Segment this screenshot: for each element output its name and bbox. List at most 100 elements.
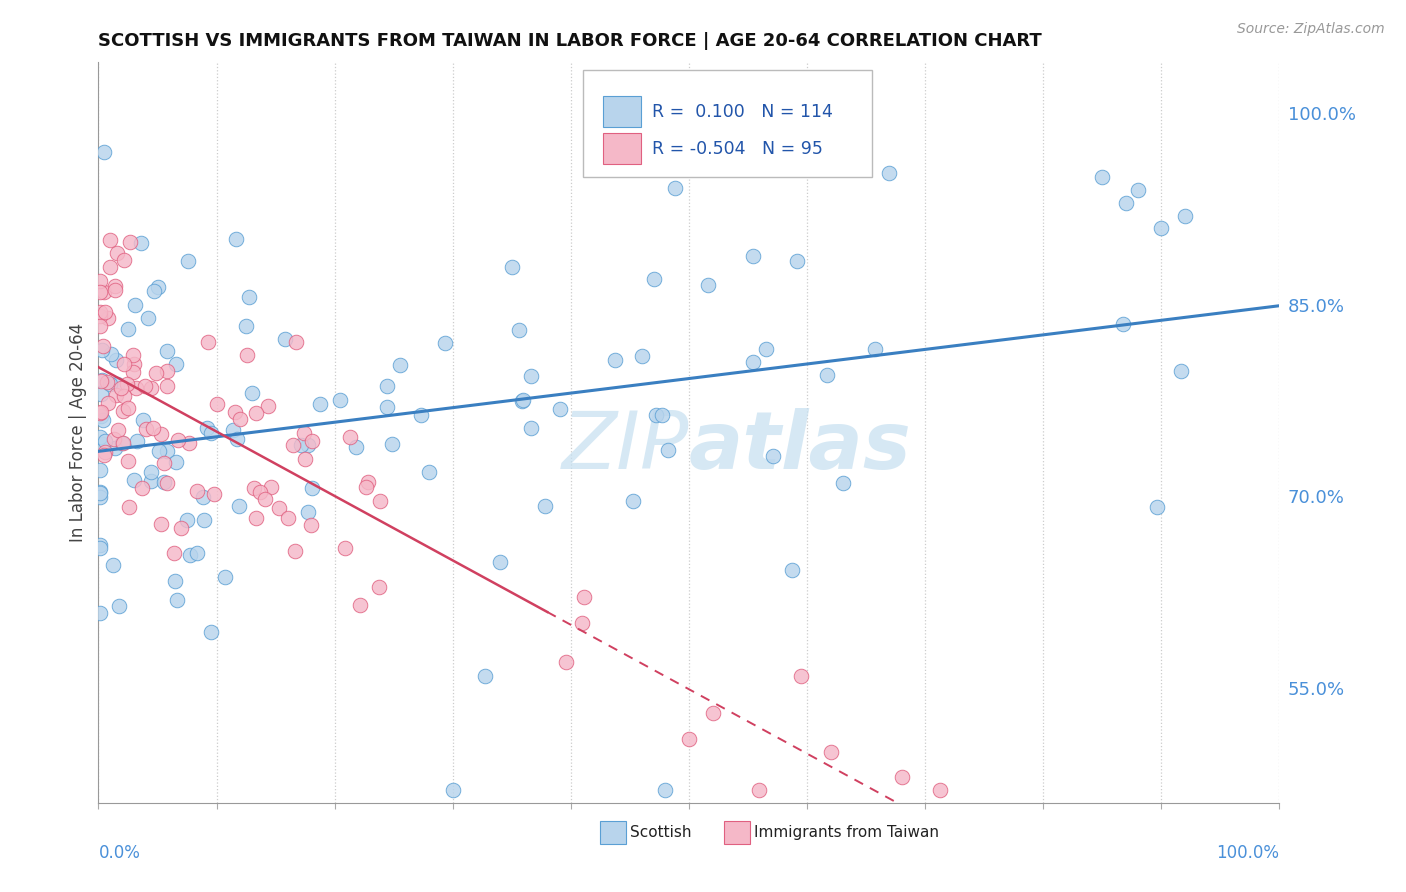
Point — [664, 180, 686, 194]
Point — [165, 357, 187, 371]
Point — [228, 499, 250, 513]
Point — [143, 284, 166, 298]
Point — [105, 245, 128, 260]
Point — [104, 441, 127, 455]
Point — [135, 422, 157, 436]
Point — [156, 475, 179, 490]
Point — [166, 592, 188, 607]
Point — [179, 549, 201, 563]
Y-axis label: In Labor Force | Age 20-64: In Labor Force | Age 20-64 — [69, 323, 87, 542]
Point — [508, 323, 530, 337]
Point — [284, 544, 307, 558]
Point — [90, 409, 112, 424]
Point — [267, 501, 290, 516]
Point — [245, 511, 267, 525]
Point — [90, 405, 112, 419]
Point — [631, 349, 654, 363]
Point — [253, 492, 276, 507]
Point — [91, 413, 114, 427]
Point — [149, 516, 172, 531]
Point — [97, 396, 120, 410]
Point — [98, 260, 121, 274]
Point — [344, 440, 367, 454]
Point — [89, 541, 111, 556]
Point — [571, 615, 593, 630]
Point — [131, 235, 153, 250]
Point — [200, 426, 222, 441]
Point — [149, 426, 172, 441]
Point — [202, 486, 225, 500]
Text: atlas: atlas — [689, 409, 911, 486]
Point — [240, 386, 263, 401]
Point — [89, 538, 111, 552]
Point — [510, 393, 533, 408]
Point — [97, 310, 120, 325]
Point — [643, 272, 665, 286]
Point — [273, 332, 295, 346]
Point — [145, 366, 167, 380]
Point — [349, 598, 371, 612]
Point — [284, 334, 307, 349]
Point — [96, 375, 118, 389]
Point — [339, 430, 361, 444]
Point — [122, 366, 145, 380]
Point — [148, 444, 170, 458]
Point — [748, 783, 770, 797]
Point — [93, 448, 115, 462]
Point — [519, 421, 541, 435]
Point — [98, 233, 121, 247]
Point — [110, 381, 132, 395]
Point — [156, 379, 179, 393]
Point — [90, 386, 112, 401]
Point — [104, 283, 127, 297]
Point — [139, 381, 162, 395]
Point — [98, 377, 121, 392]
Point — [93, 145, 115, 159]
Point — [136, 311, 159, 326]
Text: Source: ZipAtlas.com: Source: ZipAtlas.com — [1237, 22, 1385, 37]
Point — [292, 426, 315, 441]
Bar — [724, 822, 751, 844]
Point — [111, 404, 134, 418]
Point — [301, 481, 323, 495]
Point — [418, 465, 440, 479]
Point — [654, 783, 676, 797]
Point — [124, 298, 146, 312]
Point — [205, 397, 228, 411]
Point — [865, 343, 887, 357]
Point — [299, 517, 322, 532]
Point — [236, 348, 259, 362]
Point — [89, 285, 111, 300]
Bar — [603, 133, 641, 164]
Point — [117, 453, 139, 467]
Point — [249, 485, 271, 500]
Point — [820, 745, 842, 759]
Point — [117, 322, 139, 336]
Point — [257, 399, 280, 413]
Point — [107, 423, 129, 437]
Bar — [603, 96, 641, 127]
Point — [114, 388, 136, 402]
Point — [621, 493, 644, 508]
Point — [301, 434, 323, 449]
Point — [226, 432, 249, 446]
Point — [832, 475, 855, 490]
Point — [354, 480, 377, 494]
Point — [165, 455, 187, 469]
Point — [191, 490, 214, 504]
Point — [651, 409, 673, 423]
Text: Immigrants from Taiwan: Immigrants from Taiwan — [754, 825, 939, 840]
Bar — [600, 822, 626, 844]
Point — [277, 511, 299, 525]
Point — [1115, 195, 1137, 210]
Point — [375, 379, 398, 393]
Point — [409, 408, 432, 422]
Point — [433, 335, 456, 350]
Point — [548, 402, 571, 417]
Point — [90, 343, 112, 357]
Point — [91, 373, 114, 387]
Point — [297, 504, 319, 518]
Text: R = -0.504   N = 95: R = -0.504 N = 95 — [652, 139, 823, 158]
Point — [260, 480, 283, 494]
Point — [678, 731, 700, 746]
